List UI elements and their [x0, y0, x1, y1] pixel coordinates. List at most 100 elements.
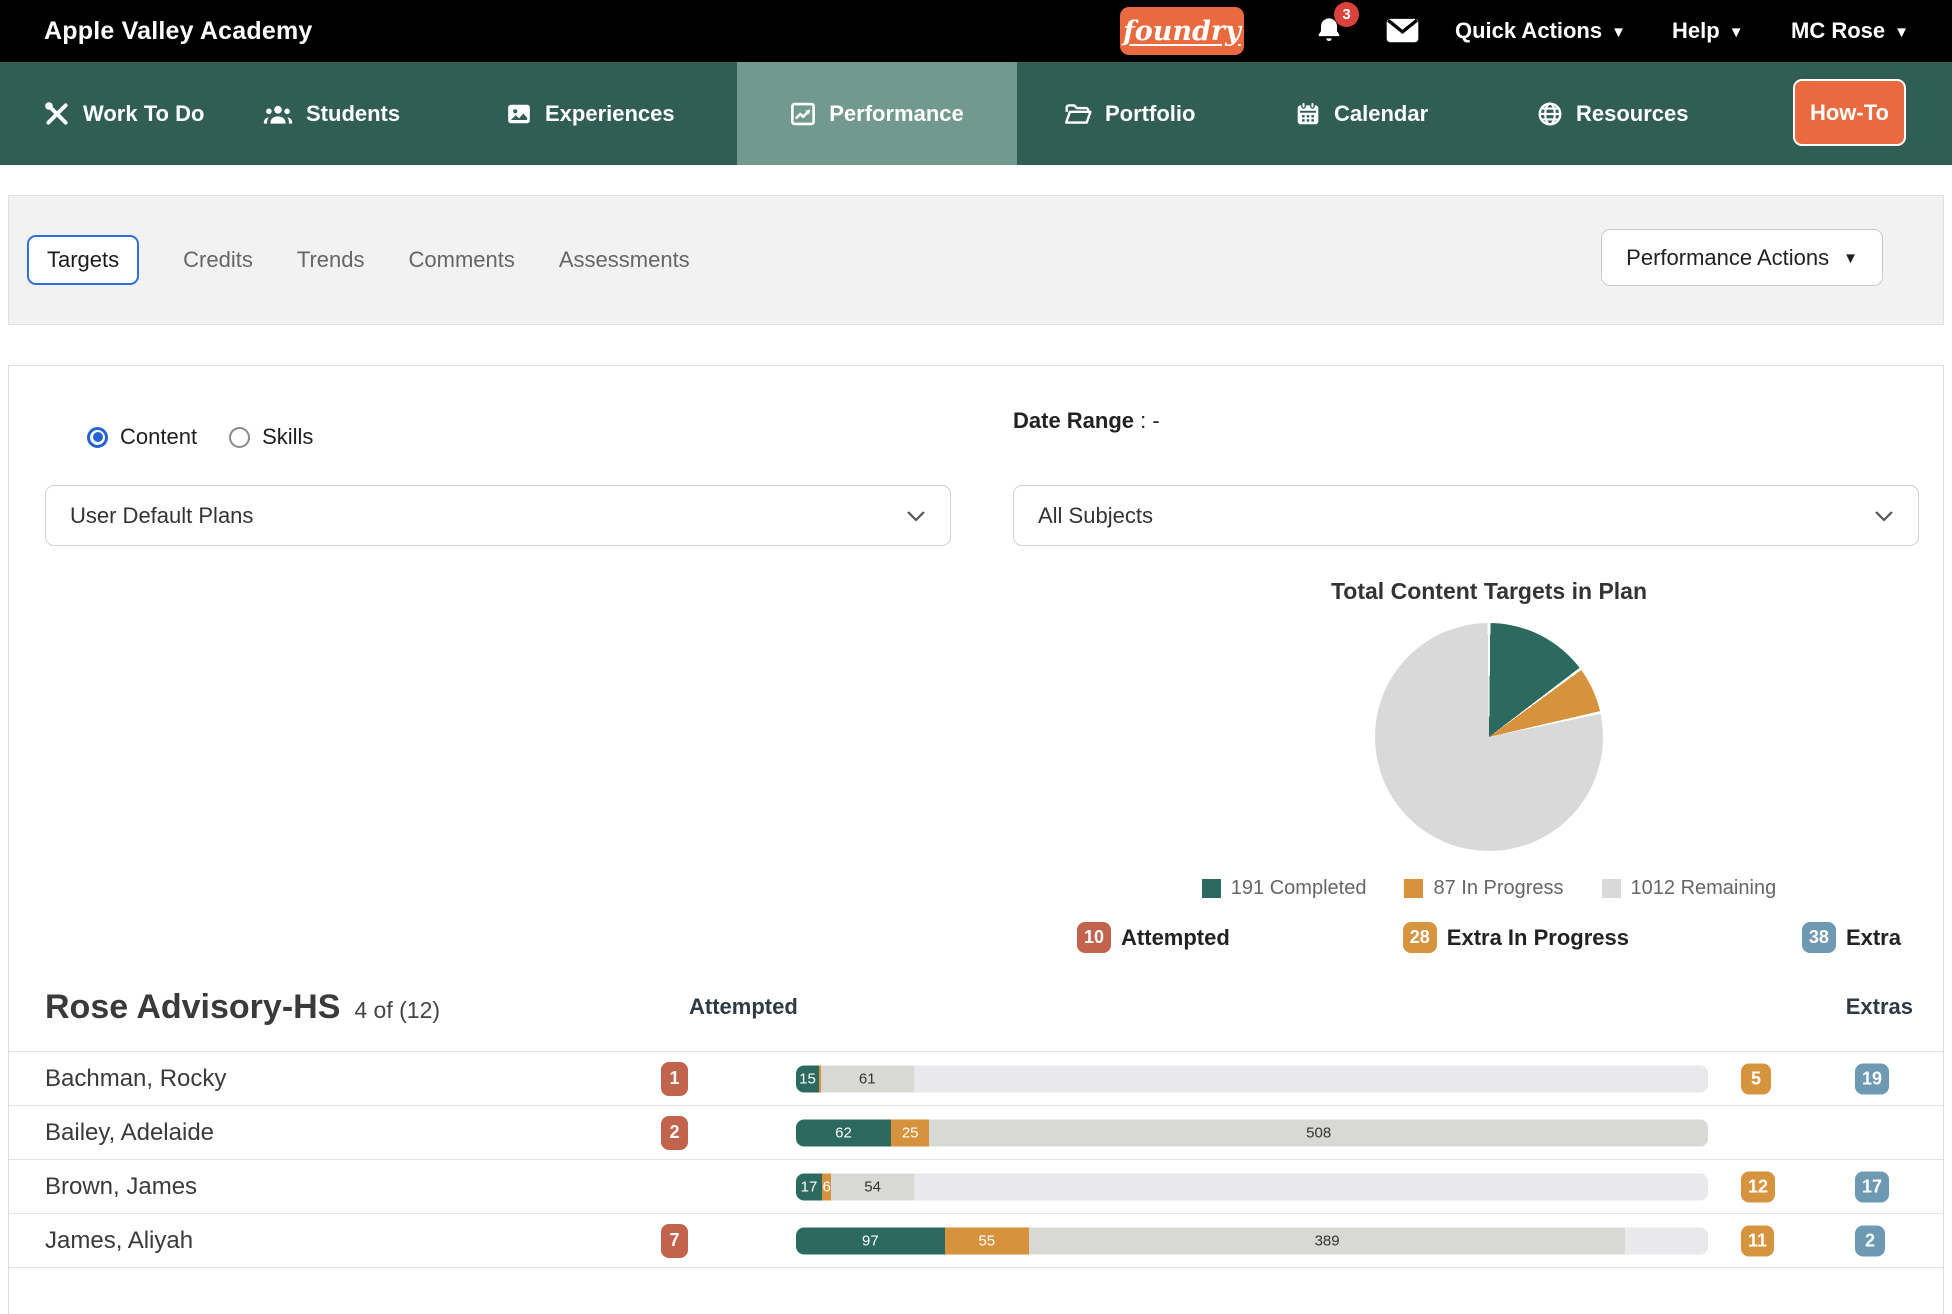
subtabs: Targets Credits Trends Comments Assessme… [9, 235, 690, 285]
nav-tab-students[interactable]: Students [263, 62, 400, 165]
sub-nav: Targets Credits Trends Comments Assessme… [8, 195, 1944, 325]
chart-line-icon [790, 101, 816, 127]
extra-in-progress-count-badge: 28 [1402, 922, 1437, 953]
nav-label: Portfolio [1105, 100, 1196, 126]
legend-item-remaining: 1012 Remaining [1601, 877, 1777, 900]
radio-content[interactable] [87, 426, 108, 448]
nav-tab-performance[interactable]: Performance [737, 62, 1017, 165]
table-row[interactable]: Bailey, Adelaide 2 62 25 508 [9, 1106, 1943, 1160]
subject-select[interactable]: All Subjects [1013, 485, 1919, 546]
pie-chart [1375, 623, 1603, 851]
foundry-logo[interactable]: foundry [1120, 7, 1244, 55]
student-name: Brown, James [45, 1172, 198, 1200]
bar-track: 62 25 508 [796, 1119, 1708, 1146]
extra-count-badge: 38 [1801, 922, 1836, 953]
table-row[interactable]: Brown, James 17 6 54 12 17 [9, 1160, 1943, 1214]
legend-swatch [1601, 879, 1621, 898]
extra-inprogress-badge: 12 [1741, 1171, 1776, 1202]
extra-badge: 2 [1855, 1225, 1885, 1256]
subtab-comments[interactable]: Comments [408, 247, 515, 272]
main-nav: Work To Do Students Experiences Performa… [0, 62, 1952, 165]
bar-segment-remaining: 389 [1028, 1227, 1626, 1254]
notification-count-badge: 3 [1334, 2, 1359, 27]
chevron-down-icon: ▼ [1894, 23, 1909, 41]
performance-actions-label: Performance Actions [1626, 244, 1830, 270]
bar-segment-remaining: 61 [820, 1065, 914, 1092]
globe-icon [1537, 101, 1563, 127]
date-range: Date Range : - [1013, 408, 1160, 434]
attempted-count-label: Attempted [1121, 924, 1230, 950]
radio-content-label[interactable]: Content [120, 424, 198, 449]
students-icon [263, 101, 293, 127]
how-to-button[interactable]: How-To [1793, 79, 1906, 146]
nav-label: Resources [1576, 100, 1689, 126]
bar-segment-remaining: 508 [929, 1119, 1708, 1146]
foundry-logo-text: foundry [1123, 15, 1241, 47]
help-label: Help [1672, 18, 1720, 43]
student-name: Bailey, Adelaide [45, 1118, 215, 1146]
calendar-icon [1295, 101, 1321, 127]
bar-segment-completed: 17 [796, 1173, 823, 1200]
quick-actions-menu[interactable]: Quick Actions ▼ [1455, 0, 1626, 62]
legend-label: 87 In Progress [1433, 877, 1564, 899]
radio-skills[interactable] [229, 426, 251, 448]
attempted-column-header: Attempted [689, 994, 798, 1019]
chevron-down-icon: ▼ [1843, 250, 1858, 267]
folder-open-icon [1064, 101, 1092, 127]
subject-select-value: All Subjects [1038, 502, 1153, 528]
bar-segment-in_progress [818, 1065, 821, 1092]
nav-tab-calendar[interactable]: Calendar [1295, 62, 1428, 165]
legend-item-completed: 191 Completed [1201, 877, 1367, 900]
help-menu[interactable]: Help ▼ [1672, 0, 1744, 62]
legend-label: 191 Completed [1230, 877, 1367, 899]
bell-icon [1313, 18, 1345, 52]
roster-table: Bachman, Rocky 1 15 61 5 19 Bailey, Adela… [9, 1051, 1943, 1268]
image-icon [506, 101, 532, 127]
plan-select[interactable]: User Default Plans [45, 485, 951, 546]
chevron-down-icon: ▼ [1611, 23, 1626, 41]
table-row[interactable]: James, Aliyah 7 97 55 389 11 2 [9, 1214, 1943, 1268]
messages-button[interactable] [1386, 17, 1420, 45]
bar-segment-completed: 15 [796, 1065, 819, 1092]
bar-segment-in_progress: 55 [944, 1227, 1029, 1254]
nav-label: Work To Do [83, 100, 205, 126]
extra-count-label: Extra [1845, 924, 1901, 950]
user-menu[interactable]: MC Rose ▼ [1791, 0, 1909, 62]
summary-badges: 10 Attempted 28 Extra In Progress 38 Ext… [1077, 922, 1901, 953]
nav-tab-experiences[interactable]: Experiences [506, 62, 675, 165]
bar-segment-remaining: 54 [831, 1173, 914, 1200]
table-row[interactable]: Bachman, Rocky 1 15 61 5 19 [9, 1052, 1943, 1106]
pie-chart-title: Total Content Targets in Plan [1330, 578, 1648, 604]
extras-column-header: Extras [1845, 994, 1913, 1019]
school-title: Apple Valley Academy [44, 17, 313, 45]
subtab-assessments[interactable]: Assessments [558, 247, 690, 272]
legend-label: 1012 Remaining [1630, 877, 1777, 899]
performance-actions-button[interactable]: Performance Actions ▼ [1601, 229, 1883, 286]
tools-icon [44, 101, 70, 127]
student-name: Bachman, Rocky [45, 1064, 227, 1092]
subtab-credits[interactable]: Credits [183, 247, 253, 272]
attempted-badge: 1 [661, 1061, 688, 1096]
extra-inprogress-badge: 11 [1741, 1225, 1775, 1256]
legend-item-in-progress: 87 In Progress [1404, 877, 1564, 900]
bar-segment-completed: 62 [796, 1119, 892, 1146]
subtab-targets[interactable]: Targets [27, 235, 140, 285]
radio-skills-label[interactable]: Skills [262, 424, 314, 449]
pie-legend: 191 Completed 87 In Progress 1012 Remainin… [1077, 877, 1901, 900]
notifications-button[interactable] [1313, 14, 1347, 50]
plan-select-value: User Default Plans [70, 502, 254, 528]
chevron-down-icon [906, 503, 926, 529]
target-type-radios: Content Skills [87, 424, 319, 450]
chevron-down-icon [1874, 503, 1894, 529]
student-name: James, Aliyah [45, 1226, 194, 1254]
nav-tab-work-to-do[interactable]: Work To Do [44, 62, 204, 165]
targets-panel: Content Skills User Default Plans Date R… [8, 365, 1944, 1314]
date-range-separator: : [1140, 408, 1147, 433]
top-bar: Apple Valley Academy foundry 3 Quick Act… [0, 0, 1952, 62]
attempted-count-badge: 10 [1077, 922, 1112, 953]
bar-track: 15 61 [796, 1065, 1708, 1092]
roster-heading: Rose Advisory-HS 4 of (12) [45, 988, 440, 1027]
nav-tab-portfolio[interactable]: Portfolio [1064, 62, 1195, 165]
subtab-trends[interactable]: Trends [296, 247, 365, 272]
nav-tab-resources[interactable]: Resources [1537, 62, 1689, 165]
